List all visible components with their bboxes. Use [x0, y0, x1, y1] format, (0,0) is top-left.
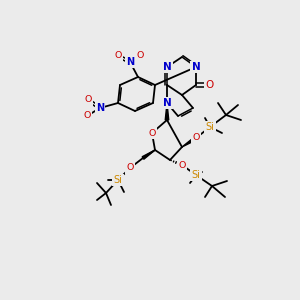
Text: N: N — [163, 62, 171, 72]
Text: N: N — [192, 62, 200, 72]
Polygon shape — [142, 150, 155, 159]
Text: O: O — [205, 80, 213, 90]
Polygon shape — [182, 136, 197, 147]
Text: Si: Si — [206, 122, 214, 132]
Text: O: O — [136, 50, 144, 59]
Text: N: N — [96, 103, 104, 113]
Text: O: O — [114, 52, 122, 61]
Text: Si: Si — [114, 175, 122, 185]
Polygon shape — [165, 103, 169, 120]
Text: O: O — [84, 95, 92, 104]
Text: Si: Si — [192, 170, 200, 180]
Text: O: O — [126, 164, 134, 172]
Text: O: O — [83, 112, 91, 121]
Text: N: N — [126, 57, 134, 67]
Text: O: O — [178, 160, 186, 169]
Text: O: O — [192, 134, 200, 142]
Text: N: N — [163, 98, 171, 108]
Text: O: O — [148, 128, 156, 137]
